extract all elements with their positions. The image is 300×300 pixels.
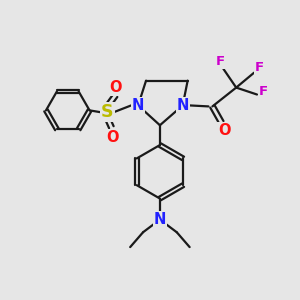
Text: N: N <box>132 98 144 113</box>
Text: O: O <box>218 123 231 138</box>
Text: O: O <box>109 80 122 95</box>
Text: O: O <box>106 130 118 145</box>
Text: F: F <box>254 61 263 74</box>
Text: F: F <box>258 85 268 98</box>
Text: N: N <box>154 212 166 227</box>
Text: S: S <box>101 103 114 122</box>
Text: N: N <box>176 98 189 113</box>
Text: F: F <box>216 55 225 68</box>
